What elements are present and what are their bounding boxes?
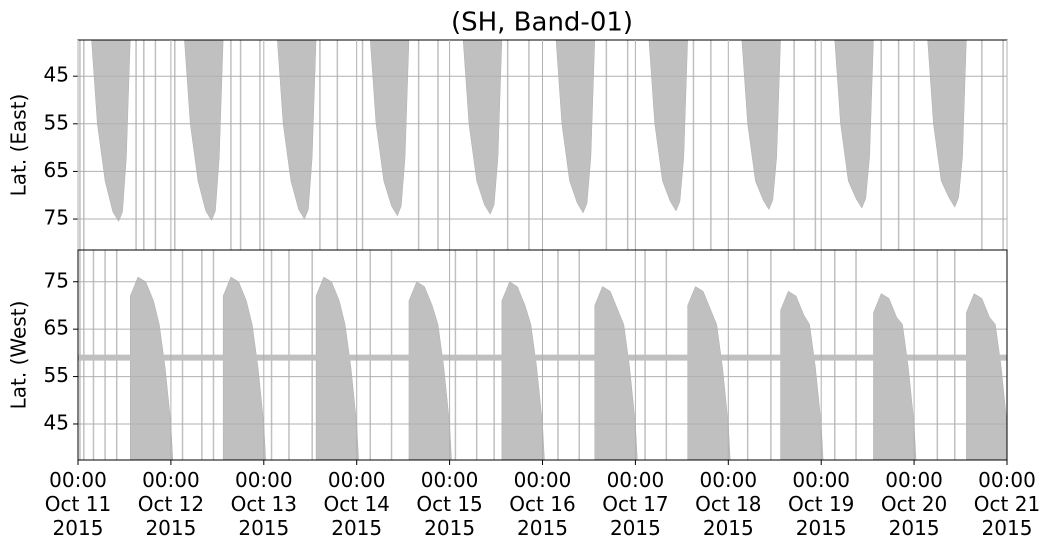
y-tick-label: 65: [44, 158, 69, 182]
coverage-area: [369, 40, 410, 217]
coverage-area: [780, 290, 824, 460]
x-tick-label: 00:00 Oct 16 2015: [509, 468, 575, 540]
coverage-area: [222, 276, 266, 460]
y-tick-label: 45: [44, 63, 69, 87]
coverage-area: [594, 286, 638, 460]
x-tick-label: 00:00 Oct 15 2015: [416, 468, 482, 540]
y-tick-label: 75: [44, 206, 69, 230]
y-tick-label: 65: [44, 316, 69, 340]
coverage-area: [555, 40, 596, 214]
coverage-area: [741, 40, 781, 211]
y-tick-label: 75: [44, 268, 69, 292]
x-tick-label: 00:00 Oct 17 2015: [602, 468, 668, 540]
coverage-area: [277, 40, 317, 220]
coverage-area: [91, 40, 131, 222]
x-tick-label: 00:00 Oct 20 2015: [881, 468, 947, 540]
coverage-area: [315, 276, 359, 460]
coverage-area: [130, 276, 174, 460]
x-tick-label: 00:00 Oct 13 2015: [231, 468, 297, 540]
coverage-area: [501, 281, 545, 460]
x-tick-label: 00:00 Oct 12 2015: [138, 468, 204, 540]
x-tick-label: 00:00 Oct 21 2015: [974, 468, 1040, 540]
x-tick-label: 00:00 Oct 19 2015: [788, 468, 854, 540]
coverage-area: [462, 40, 503, 215]
x-tick-label: 00:00 Oct 11 2015: [45, 468, 111, 540]
y-tick-label: 55: [44, 363, 69, 387]
coverage-area: [648, 40, 688, 212]
plot-area: [79, 40, 1004, 250]
chart-title: (SH, Band-01): [451, 8, 633, 38]
y-axis-label: Lat. (West): [7, 301, 31, 410]
x-tick-label: 00:00 Oct 14 2015: [324, 468, 390, 540]
y-tick-label: 45: [44, 410, 69, 434]
panel-frame: [77, 249, 1008, 461]
y-axis-label: Lat. (East): [7, 94, 31, 197]
coverage-area: [184, 40, 224, 222]
x-tick-label: 00:00 Oct 18 2015: [695, 468, 761, 540]
coverage-area: [687, 286, 731, 460]
y-tick-label: 55: [44, 110, 69, 134]
coverage-area: [408, 281, 452, 460]
